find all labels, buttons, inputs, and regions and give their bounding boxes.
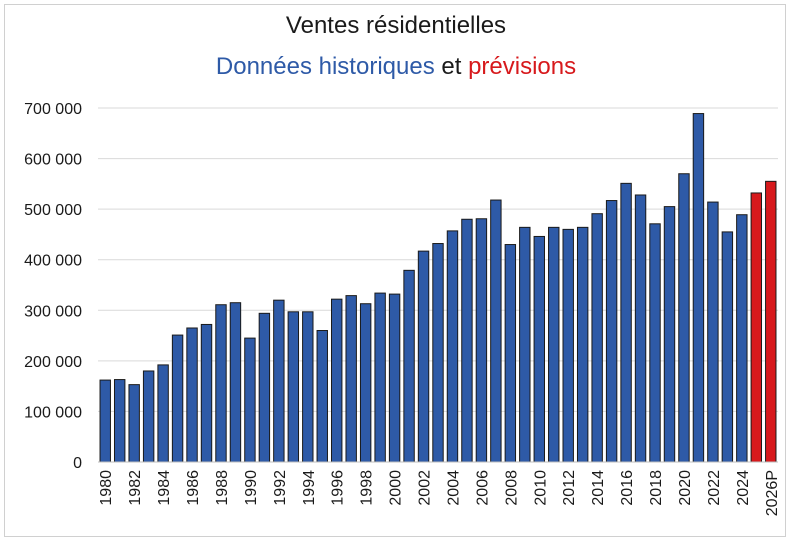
x-tick-label: 2018: [648, 470, 665, 506]
historical-bar: [548, 226, 560, 463]
x-tick-label: 2002: [417, 470, 434, 506]
x-tick-label: 1980: [98, 470, 115, 506]
historical-bar: [113, 379, 126, 463]
historical-bar: [649, 223, 661, 463]
historical-bar: [157, 364, 169, 463]
x-tick-label: 2010: [532, 470, 549, 506]
x-tick-label: 1984: [156, 470, 173, 506]
chart-header: Ventes résidentielles Données historique…: [0, 10, 792, 83]
x-tick-label: 2000: [388, 470, 405, 506]
historical-bar: [374, 292, 386, 463]
historical-bar: [475, 218, 488, 463]
historical-bar: [302, 311, 314, 463]
historical-bar: [186, 327, 198, 463]
historical-bar: [432, 243, 444, 463]
x-tick-label: 1998: [359, 470, 376, 506]
x-axis-ticks: 1980 1982 1984 1986 1988 1990 1992 1994 1996 1998…: [98, 470, 781, 516]
historical-bar: [562, 228, 574, 463]
x-tick-label: 2020: [677, 470, 694, 506]
y-tick-label: 200 000: [24, 354, 82, 371]
y-tick-label: 400 000: [24, 253, 82, 270]
historical-bar: [128, 384, 140, 463]
historical-bar: [258, 312, 271, 463]
x-tick-label: 1988: [214, 470, 231, 506]
x-tick-label: 2016: [619, 470, 636, 506]
y-axis-ticks: 0 100 000 200 000 300 000 400 000 500 000 600 …: [24, 101, 82, 472]
historical-bar: [229, 302, 242, 463]
historical-bar: [678, 173, 690, 463]
x-tick-label: 1982: [127, 470, 144, 506]
historical-bar: [634, 194, 647, 463]
historical-bar: [388, 293, 401, 463]
historical-bar: [461, 218, 473, 463]
x-tick-label: 2006: [474, 470, 491, 506]
historical-bar: [99, 379, 111, 463]
historical-bar: [736, 214, 748, 463]
historical-bar: [663, 206, 676, 463]
x-tick-label: 1996: [330, 470, 347, 506]
chart-title: Ventes résidentielles: [285, 12, 507, 39]
historical-bar: [287, 311, 300, 463]
y-tick-label: 600 000: [24, 152, 82, 169]
x-tick-label: 1990: [243, 470, 260, 506]
historical-bar: [403, 269, 415, 463]
historical-bar: [446, 230, 459, 463]
subtitle-forecast: prévisions: [468, 53, 577, 80]
historical-bar: [200, 323, 213, 463]
historical-bar: [417, 250, 430, 463]
historical-bar: [142, 370, 155, 463]
historical-bar: [345, 295, 357, 463]
historical-bar: [331, 298, 343, 463]
x-tick-label: 1992: [272, 470, 289, 506]
historical-bar: [490, 199, 502, 463]
historical-bar: [533, 235, 545, 463]
historical-bar: [215, 304, 227, 463]
x-tick-label: 2026P: [764, 470, 781, 516]
bars: [99, 113, 777, 463]
x-tick-label: 1986: [185, 470, 202, 506]
historical-bar: [692, 113, 705, 463]
historical-bar: [316, 330, 328, 463]
x-tick-label: 2008: [503, 470, 520, 506]
historical-bar: [576, 226, 589, 463]
y-tick-label: 500 000: [24, 202, 82, 219]
historical-bar: [519, 226, 531, 463]
y-tick-label: 100 000: [24, 404, 82, 421]
y-tick-label: 300 000: [24, 303, 82, 320]
historical-bar: [721, 231, 734, 463]
subtitle-historical: Données historiques: [215, 53, 435, 80]
x-tick-label: 1994: [301, 470, 318, 506]
historical-bar: [171, 334, 184, 463]
x-tick-label: 2024: [735, 470, 752, 506]
chart-subtitle: Données historiques et prévisions: [0, 51, 792, 83]
forecast-bar: [765, 180, 777, 463]
historical-bar: [591, 213, 603, 463]
x-tick-label: 2014: [590, 470, 607, 506]
y-tick-label: 0: [73, 455, 82, 472]
forecast-bar: [750, 192, 763, 463]
historical-bar: [504, 244, 517, 463]
historical-bar: [244, 337, 256, 463]
historical-bar: [605, 200, 618, 463]
y-tick-label: 700 000: [24, 101, 82, 118]
x-tick-label: 2022: [706, 470, 723, 506]
historical-bar: [359, 303, 372, 463]
x-tick-label: 2004: [445, 470, 462, 506]
historical-bar: [707, 201, 719, 463]
subtitle-connector: et: [441, 53, 462, 80]
historical-bar: [273, 299, 285, 463]
historical-bar: [620, 182, 632, 463]
x-tick-label: 2012: [561, 470, 578, 506]
